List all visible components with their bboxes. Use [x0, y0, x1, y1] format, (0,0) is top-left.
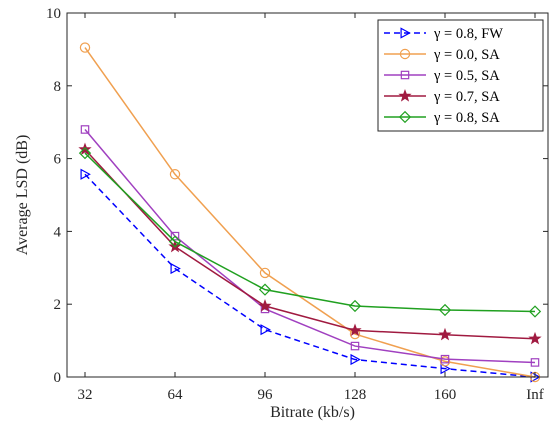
legend-marker [399, 48, 411, 60]
y-axis-label: Average LSD (dB) [14, 135, 31, 256]
legend-marker [400, 27, 411, 39]
series-line [84, 152, 536, 313]
x-tick-label: 128 [344, 387, 367, 403]
data-point [528, 305, 542, 318]
legend-marker [398, 110, 412, 124]
series-3 [80, 125, 540, 367]
data-point [440, 354, 450, 364]
legend-entry: γ = 0.8, SA [384, 110, 500, 126]
x-tick-label: 32 [78, 387, 93, 403]
data-point [439, 356, 451, 367]
x-axis-label: Bitrate (kb/s) [270, 404, 355, 421]
data-point [258, 299, 272, 312]
data-point [80, 125, 90, 134]
series-line [84, 47, 536, 378]
legend-label: γ = 0.7, SA [433, 89, 500, 105]
series-line [84, 148, 536, 340]
data-point [259, 267, 271, 279]
series-1 [80, 168, 541, 383]
axes: 0 2 4 6 8 10 32 64 96 128 160 Inf Bitrate (kb/s) Aver… [14, 6, 549, 421]
plot-area [78, 42, 542, 383]
legend-marker [398, 89, 412, 102]
data-point [530, 358, 540, 367]
data-point [438, 327, 452, 341]
data-point [260, 324, 271, 336]
y-tick-label: 10 [46, 6, 61, 22]
legend-label: γ = 0.8, FW [433, 26, 503, 42]
y-tick-label: 2 [54, 297, 62, 313]
x-tick-label: Inf [526, 387, 544, 403]
legend-label: γ = 0.8, SA [433, 110, 500, 126]
x-tick-label: 160 [434, 387, 457, 403]
series-5 [78, 147, 542, 318]
data-point [350, 353, 361, 366]
data-point [79, 42, 91, 53]
data-point [528, 331, 542, 345]
data-point [438, 303, 452, 317]
data-point [168, 235, 182, 248]
legend-label: γ = 0.5, SA [433, 68, 500, 84]
y-tick-label: 4 [54, 224, 62, 240]
series-4 [78, 142, 542, 345]
data-point [348, 323, 362, 337]
data-point [258, 283, 272, 296]
x-tick-label: 64 [168, 387, 184, 403]
legend-entry: γ = 0.0, SA [384, 47, 500, 63]
legend-entry: γ = 0.5, SA [384, 68, 500, 84]
data-point [80, 168, 91, 180]
x-tick-label: 96 [258, 387, 274, 403]
data-point [169, 169, 181, 180]
data-point [170, 262, 181, 275]
series-line [84, 128, 536, 364]
data-point [78, 147, 92, 160]
legend: γ = 0.8, FW γ = 0.0, SA γ = 0.5, SA γ = 0.7… [377, 19, 544, 132]
y-tick-label: 0 [54, 370, 62, 386]
legend-entry: γ = 0.8, FW [384, 26, 503, 42]
legend-label: γ = 0.0, SA [433, 47, 500, 63]
y-tick-label: 6 [54, 152, 62, 168]
data-point [350, 341, 360, 351]
legend-entry: γ = 0.7, SA [384, 89, 500, 105]
y-tick-label: 8 [54, 79, 62, 95]
data-point [78, 142, 92, 156]
legend-marker [400, 70, 410, 80]
data-point [348, 299, 362, 313]
plot-frame [66, 12, 549, 378]
series-line [84, 173, 536, 378]
